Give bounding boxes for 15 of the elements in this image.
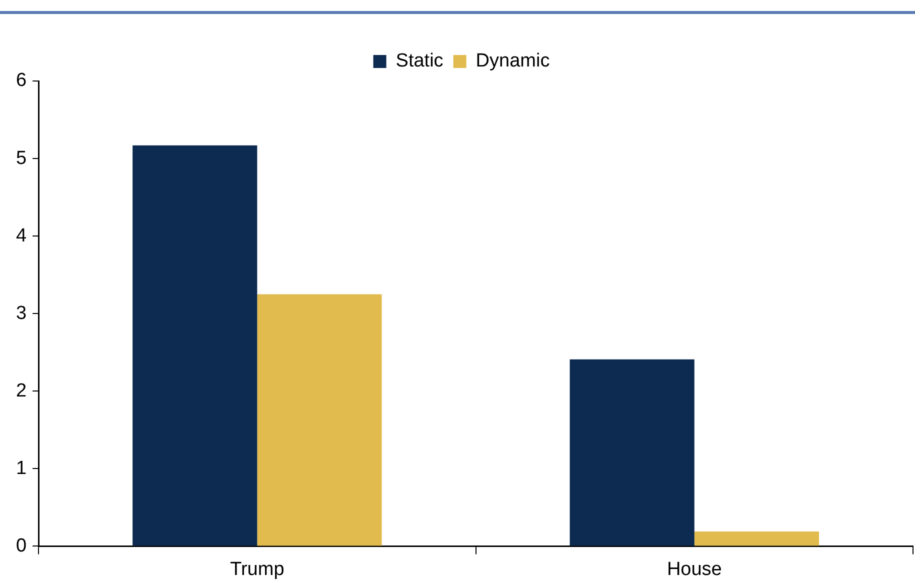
y-tick-label: 6 — [16, 70, 27, 92]
y-tick-label: 0 — [16, 535, 27, 556]
y-tick-label: 4 — [16, 225, 27, 246]
bar — [132, 145, 258, 546]
x-tick-label: Trump — [230, 558, 284, 580]
y-tick-label: 5 — [16, 148, 27, 169]
legend-label: Dynamic — [476, 50, 550, 72]
y-tick-label: 2 — [16, 380, 27, 402]
y-tick-label: 1 — [16, 458, 27, 479]
x-tick-label: House — [666, 558, 722, 580]
bar — [257, 294, 382, 546]
bar — [694, 531, 819, 546]
legend-label: Static — [396, 50, 444, 72]
bar — [570, 359, 694, 546]
y-tick-label: 3 — [16, 302, 27, 324]
